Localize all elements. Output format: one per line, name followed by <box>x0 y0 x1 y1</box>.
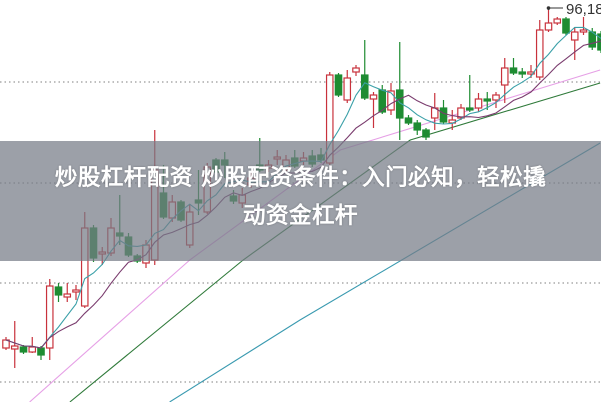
candle-down <box>422 128 430 140</box>
candle-body <box>579 29 588 33</box>
candle-body <box>413 122 422 131</box>
candle-up <box>430 93 439 130</box>
candle-body <box>343 77 352 101</box>
candle-body <box>387 90 395 111</box>
candle-body <box>544 22 553 31</box>
candle-down <box>518 68 527 78</box>
candle-down <box>360 40 369 100</box>
candle-down <box>334 73 343 97</box>
candle-body <box>474 98 483 109</box>
candle-up <box>10 321 19 368</box>
candle-body <box>562 18 570 34</box>
candle-down <box>562 17 570 35</box>
candle-body <box>72 289 80 293</box>
candle-up <box>72 285 80 300</box>
candle-up <box>500 58 509 103</box>
headline-line-1: 炒股杠杆配资 炒股配资条件：入门必知，轻松撬 <box>54 165 547 191</box>
candle-down <box>483 92 492 110</box>
candle-up <box>457 104 465 120</box>
candle-body <box>535 29 544 78</box>
candle-body <box>457 107 465 119</box>
candle-up <box>2 337 10 350</box>
candle-body <box>63 293 72 298</box>
candle-body <box>404 117 413 124</box>
candle-up <box>63 283 72 302</box>
candle-down <box>413 120 422 135</box>
candle-body <box>518 71 527 75</box>
candle-up <box>387 83 395 115</box>
candle-body <box>28 346 37 353</box>
title-overlay-band <box>0 141 601 261</box>
candle-body <box>54 286 63 296</box>
candle-body <box>492 94 500 101</box>
candle-up <box>352 65 360 76</box>
candle-body <box>352 67 360 73</box>
candle-up <box>535 20 544 80</box>
candle-body <box>483 98 492 102</box>
candle-down <box>509 58 518 75</box>
candle-up <box>45 279 54 360</box>
candle-body <box>369 94 378 100</box>
candle-body <box>500 67 509 86</box>
candle-down <box>465 75 474 112</box>
peak-marker <box>546 6 563 10</box>
peak-price-label: 96,18 <box>566 1 601 18</box>
candle-body <box>439 107 448 123</box>
candle-up <box>28 337 37 353</box>
headline: 炒股杠杆配资 炒股配资条件：入门必知，轻松撬 动资金杠杆 <box>0 159 601 235</box>
peak-dot <box>546 6 551 10</box>
candle-body <box>553 18 562 24</box>
candle-body <box>19 346 28 353</box>
candle-down <box>404 115 413 125</box>
candle-up <box>343 70 352 103</box>
candle-up <box>579 17 588 35</box>
candle-up <box>570 27 579 60</box>
candle-body <box>527 71 535 75</box>
candle-body <box>465 107 474 111</box>
candle-body <box>45 285 54 349</box>
candle-up <box>369 92 378 128</box>
candle-up <box>544 10 553 32</box>
candle-down <box>54 283 63 302</box>
headline-line-2: 动资金杠杆 <box>242 203 358 229</box>
candle-up <box>474 93 483 112</box>
candle-down <box>395 42 404 140</box>
candle-body <box>10 345 19 350</box>
candle-body <box>509 67 518 74</box>
candle-up <box>553 17 562 25</box>
candle-body <box>422 129 430 138</box>
candle-body <box>37 347 45 356</box>
candle-body <box>570 31 579 41</box>
candle-body <box>334 74 343 96</box>
candle-up <box>492 92 500 108</box>
